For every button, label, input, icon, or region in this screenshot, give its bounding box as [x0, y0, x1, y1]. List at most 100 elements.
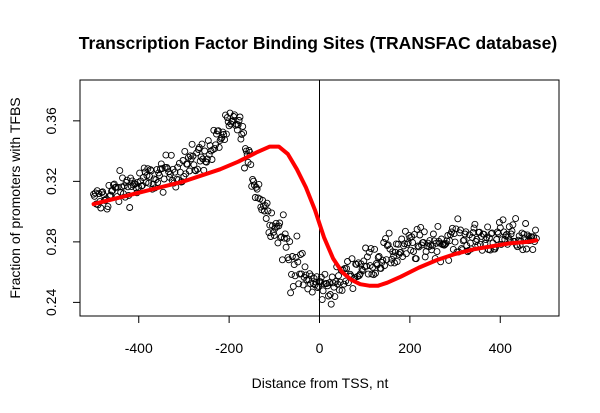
data-point [213, 130, 220, 138]
data-point [234, 121, 242, 129]
x-tick-label: -200 [215, 340, 243, 356]
data-point [181, 147, 189, 155]
data-point [410, 248, 417, 255]
data-point [371, 245, 379, 253]
data-point [387, 259, 395, 267]
data-point [523, 245, 530, 253]
data-point [393, 258, 401, 266]
data-point [335, 272, 342, 280]
data-point [251, 194, 259, 201]
data-point [299, 281, 307, 289]
data-point [270, 231, 278, 239]
data-point [288, 253, 296, 260]
data-point [370, 271, 378, 279]
data-point [382, 235, 389, 243]
data-point [325, 279, 333, 287]
data-point [476, 228, 483, 236]
data-point [294, 258, 302, 266]
data-point [441, 240, 449, 248]
chart-title: Transcription Factor Binding Sites (TRAN… [79, 33, 557, 53]
data-points [90, 109, 540, 308]
data-point [255, 180, 263, 188]
data-point [487, 230, 495, 238]
data-point [233, 126, 241, 134]
data-point [382, 256, 390, 264]
data-point [203, 158, 210, 166]
data-point [237, 135, 245, 143]
data-point [372, 269, 379, 277]
data-point [297, 251, 304, 259]
data-point [236, 113, 244, 121]
data-point [443, 237, 451, 245]
data-point [454, 215, 462, 223]
data-point [188, 140, 196, 148]
data-point [238, 130, 246, 138]
y-axis: 0.24 0.28 0.32 0.36 [43, 107, 81, 316]
data-point [276, 219, 284, 227]
data-point [98, 189, 106, 196]
data-point [325, 292, 332, 300]
data-point [123, 176, 131, 184]
data-point [275, 222, 283, 230]
data-point [421, 253, 429, 261]
data-point [163, 163, 171, 171]
data-point [104, 203, 112, 211]
data-point [179, 157, 187, 164]
data-point [507, 230, 515, 238]
data-point [385, 229, 393, 237]
data-point [266, 221, 274, 229]
data-point [532, 226, 539, 234]
data-point [470, 224, 478, 232]
data-point [153, 166, 161, 174]
data-point [214, 127, 222, 135]
data-point [402, 250, 410, 258]
data-point [509, 221, 517, 229]
data-point [429, 242, 436, 250]
data-point [343, 265, 351, 273]
data-point [450, 230, 458, 238]
data-point [262, 215, 270, 222]
data-point [365, 248, 373, 256]
data-point [348, 255, 356, 263]
data-point [241, 164, 248, 172]
data-point [493, 236, 501, 243]
data-point [207, 147, 215, 155]
data-point [226, 109, 234, 117]
data-point [265, 229, 273, 237]
data-point [268, 209, 276, 217]
smooth-fit-curve [91, 144, 539, 288]
data-point [242, 147, 250, 155]
data-point [452, 225, 460, 233]
data-point [451, 238, 459, 246]
data-point [142, 179, 150, 187]
data-point [156, 172, 163, 179]
data-point [279, 211, 287, 219]
data-point [99, 188, 107, 196]
data-point [409, 239, 417, 247]
data-point [288, 270, 295, 278]
data-point [419, 238, 427, 246]
data-point [289, 282, 297, 290]
data-point [522, 220, 530, 227]
data-point [197, 153, 205, 161]
data-point [277, 234, 285, 242]
data-point [167, 151, 175, 159]
data-point [274, 239, 282, 247]
y-tick-label: 0.32 [43, 168, 59, 195]
data-point [367, 245, 375, 253]
data-point [157, 160, 165, 168]
data-point [231, 121, 239, 129]
data-point [434, 222, 442, 230]
data-point [404, 239, 412, 247]
data-point [327, 300, 335, 308]
data-point [190, 161, 198, 169]
data-point [384, 241, 392, 249]
data-point [484, 223, 492, 231]
data-point [349, 285, 357, 293]
data-point [120, 182, 128, 190]
data-point [116, 167, 124, 175]
x-tick-label: -400 [125, 340, 153, 356]
x-tick-label: 200 [398, 340, 422, 356]
data-point [280, 234, 288, 242]
